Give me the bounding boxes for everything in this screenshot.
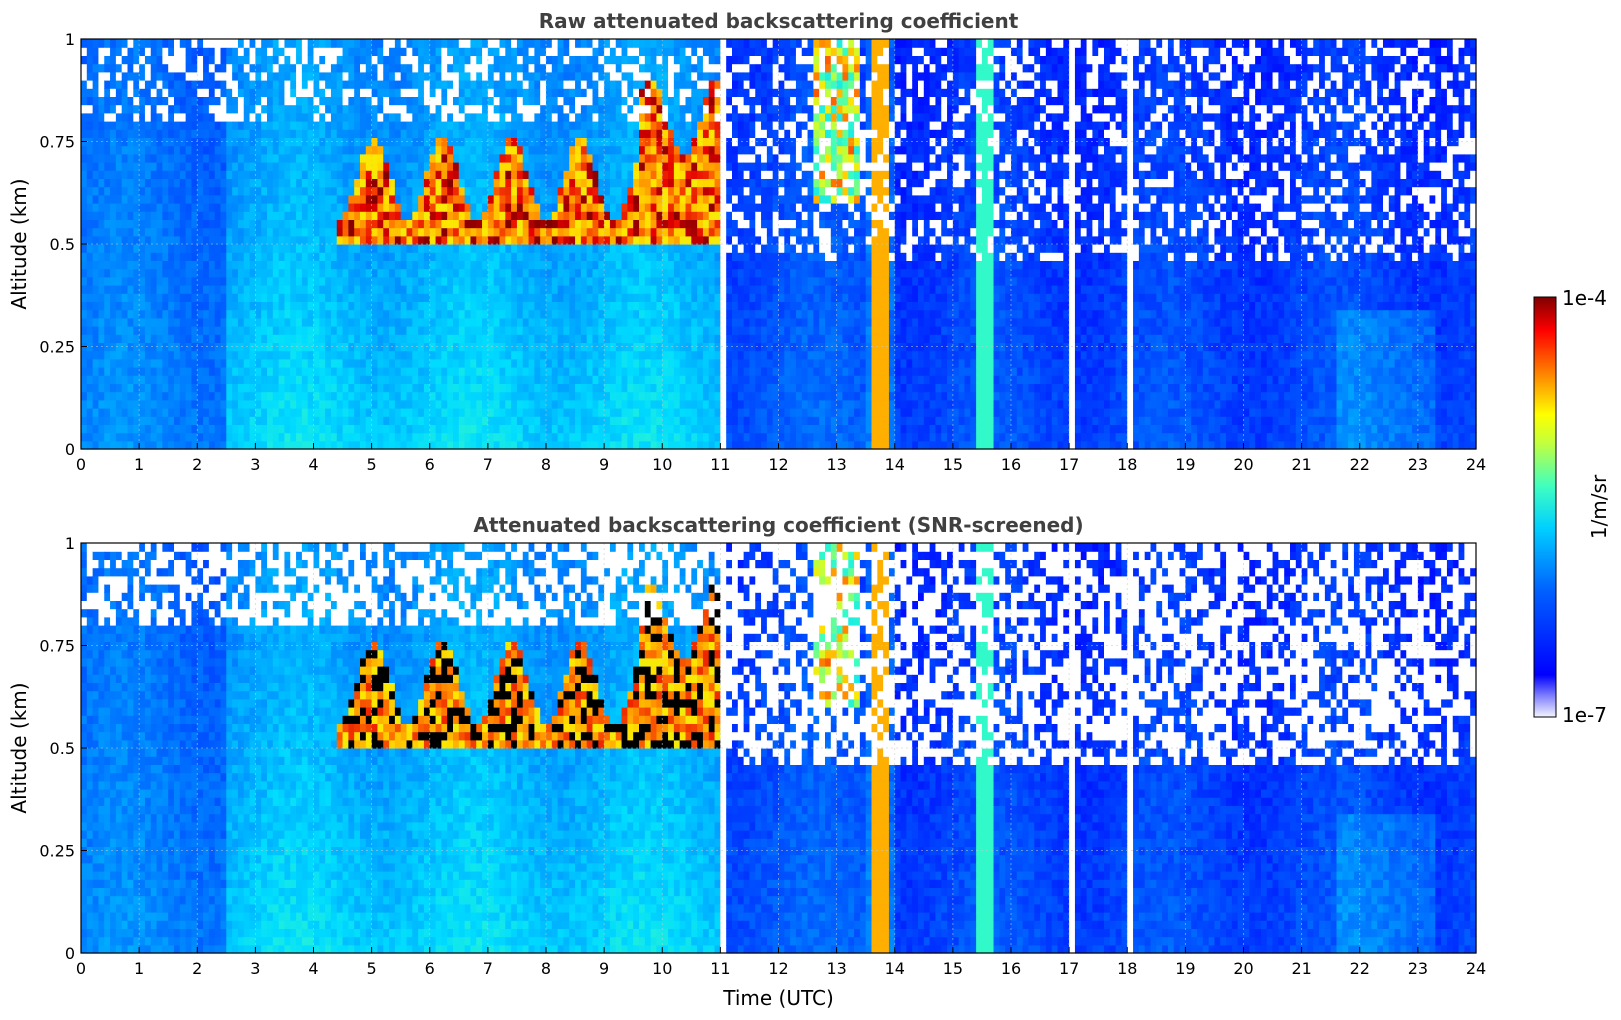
y-tick-label: 1 bbox=[65, 534, 75, 553]
y-tick-label: 0.75 bbox=[39, 637, 75, 656]
x-tick-label: 2 bbox=[192, 455, 202, 474]
x-tick-label: 24 bbox=[1466, 959, 1486, 978]
y-tick-label: 0 bbox=[65, 944, 75, 963]
x-tick-label: 17 bbox=[1059, 959, 1079, 978]
y-tick-label: 1 bbox=[65, 30, 75, 49]
y-axis-label: Altitude (km) bbox=[7, 682, 31, 813]
x-tick-label: 7 bbox=[483, 455, 493, 474]
x-tick-label: 19 bbox=[1175, 959, 1195, 978]
x-tick-label: 10 bbox=[652, 959, 672, 978]
colorbar-gradient bbox=[1534, 297, 1556, 717]
colorbar-max-label: 1e-4 bbox=[1562, 286, 1607, 310]
colorbar-unit-label: 1/m/sr bbox=[1587, 474, 1611, 539]
x-tick-label: 15 bbox=[943, 455, 963, 474]
x-tick-label: 11 bbox=[710, 455, 730, 474]
raw-backscatter-panel: 0 1 2 3 4 5 6 7 8 9 10 11 12 13 14 15 16 17 18 19 20 21 22 23 24… bbox=[7, 9, 1486, 474]
x-tick-label: 14 bbox=[885, 455, 905, 474]
y-tick-label: 0.25 bbox=[39, 842, 75, 861]
x-tick-label: 8 bbox=[541, 959, 551, 978]
x-tick-label: 18 bbox=[1117, 959, 1137, 978]
x-tick-label: 19 bbox=[1175, 455, 1195, 474]
x-tick-label: 17 bbox=[1059, 455, 1079, 474]
x-tick-label: 24 bbox=[1466, 455, 1486, 474]
screened-backscatter-panel: 0 1 2 3 4 5 6 7 8 9 10 11 12 13 14 15 16 17 18 19 20 21 22 23 24… bbox=[7, 513, 1486, 1010]
x-tick-label: 6 bbox=[425, 455, 435, 474]
y-axis-label: Altitude (km) bbox=[7, 178, 31, 309]
x-tick-label: 21 bbox=[1291, 455, 1311, 474]
y-tick-label: 0.5 bbox=[50, 235, 75, 254]
x-tick-label: 12 bbox=[768, 455, 788, 474]
x-tick-label: 0 bbox=[76, 455, 86, 474]
x-tick-label: 3 bbox=[250, 959, 260, 978]
x-tick-label: 21 bbox=[1291, 959, 1311, 978]
x-tick-label: 4 bbox=[308, 455, 318, 474]
y-tick-label: 0 bbox=[65, 440, 75, 459]
x-tick-label: 7 bbox=[483, 959, 493, 978]
x-tick-label: 1 bbox=[134, 455, 144, 474]
x-tick-label: 22 bbox=[1350, 959, 1370, 978]
x-tick-label: 10 bbox=[652, 455, 672, 474]
x-tick-label: 22 bbox=[1350, 455, 1370, 474]
x-tick-label: 2 bbox=[192, 959, 202, 978]
x-tick-label: 16 bbox=[1001, 959, 1021, 978]
x-tick-label: 13 bbox=[826, 959, 846, 978]
x-tick-label: 23 bbox=[1408, 959, 1428, 978]
x-tick-label: 5 bbox=[367, 455, 377, 474]
x-tick-label: 12 bbox=[768, 959, 788, 978]
x-tick-label: 3 bbox=[250, 455, 260, 474]
x-tick-label: 16 bbox=[1001, 455, 1021, 474]
x-tick-label: 5 bbox=[367, 959, 377, 978]
x-tick-label: 9 bbox=[599, 959, 609, 978]
x-tick-label: 18 bbox=[1117, 455, 1137, 474]
colorbar: 1e-4 1e-7 1/m/sr bbox=[1534, 286, 1611, 727]
y-tick-label: 0.25 bbox=[39, 338, 75, 357]
panel-title: Raw attenuated backscattering coefficien… bbox=[539, 9, 1019, 33]
x-tick-label: 13 bbox=[826, 455, 846, 474]
x-tick-label: 0 bbox=[76, 959, 86, 978]
x-tick-label: 23 bbox=[1408, 455, 1428, 474]
x-tick-label: 20 bbox=[1233, 959, 1253, 978]
x-tick-label: 1 bbox=[134, 959, 144, 978]
x-tick-label: 4 bbox=[308, 959, 318, 978]
x-tick-label: 8 bbox=[541, 455, 551, 474]
x-tick-label: 15 bbox=[943, 959, 963, 978]
x-tick-label: 11 bbox=[710, 959, 730, 978]
y-tick-label: 0.75 bbox=[39, 133, 75, 152]
x-tick-label: 6 bbox=[425, 959, 435, 978]
x-tick-label: 20 bbox=[1233, 455, 1253, 474]
colorbar-min-label: 1e-7 bbox=[1562, 703, 1607, 727]
y-tick-label: 0.5 bbox=[50, 739, 75, 758]
panel-title: Attenuated backscattering coefficient (S… bbox=[473, 513, 1083, 537]
x-tick-label: 14 bbox=[885, 959, 905, 978]
x-axis-label: Time (UTC) bbox=[722, 986, 834, 1010]
x-tick-label: 9 bbox=[599, 455, 609, 474]
